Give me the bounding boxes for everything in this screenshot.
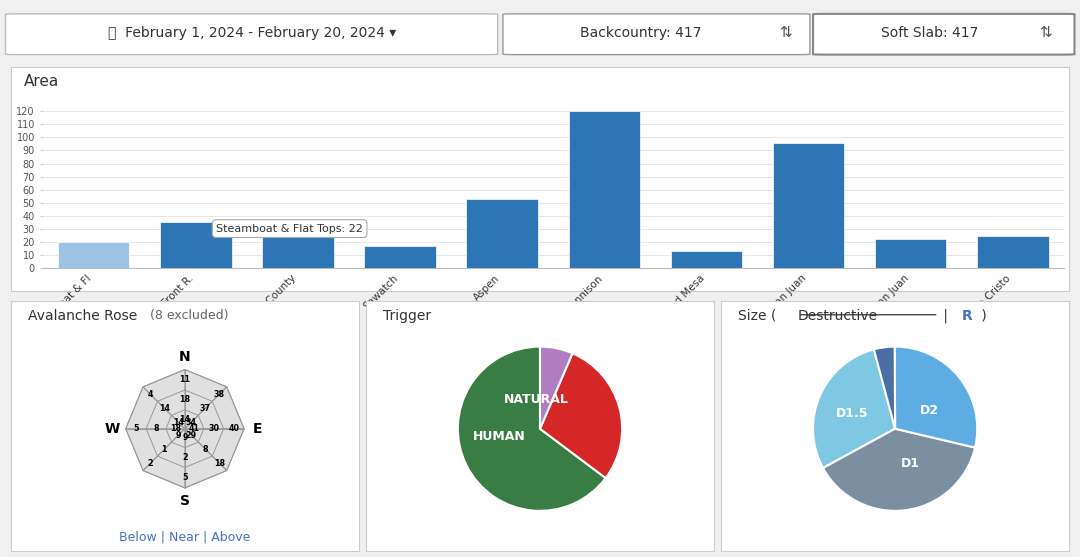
Text: |: | (939, 309, 951, 323)
Text: 📅  February 1, 2024 - February 20, 2024 ▾: 📅 February 1, 2024 - February 20, 2024 ▾ (108, 26, 396, 40)
Text: Destructive: Destructive (798, 309, 878, 323)
Text: ): ) (977, 309, 987, 323)
FancyBboxPatch shape (5, 14, 498, 55)
Text: Area: Area (24, 74, 58, 89)
Text: (8 excluded): (8 excluded) (150, 309, 229, 321)
Text: ⇅: ⇅ (779, 26, 792, 40)
Text: Size (: Size ( (739, 309, 781, 323)
Text: R: R (961, 309, 972, 323)
FancyBboxPatch shape (813, 14, 1075, 55)
FancyBboxPatch shape (503, 14, 810, 55)
Text: Backcountry: 417: Backcountry: 417 (580, 26, 701, 40)
Text: Trigger: Trigger (383, 309, 431, 323)
Text: Avalanche Rose: Avalanche Rose (28, 309, 137, 323)
Text: ⇅: ⇅ (1040, 26, 1052, 40)
Text: Soft Slab: 417: Soft Slab: 417 (881, 26, 978, 40)
Text: Below | Near | Above: Below | Near | Above (119, 531, 251, 544)
